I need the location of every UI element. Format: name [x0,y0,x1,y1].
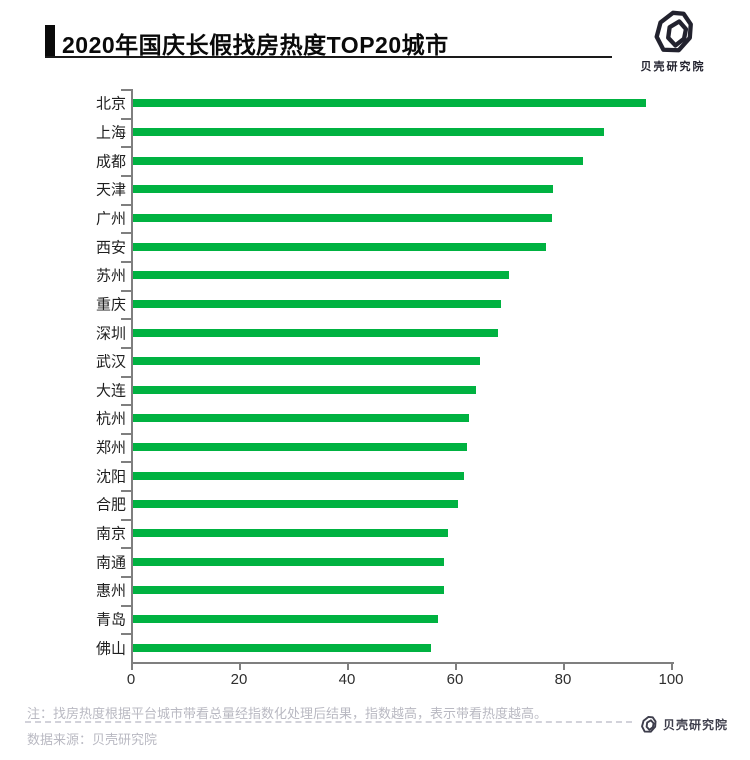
footnote: 注：找房热度根据平台城市带看总量经指数化处理后结果，指数越高，表示带看热度越高。 [27,706,548,721]
category-label: 北京 [95,95,126,113]
category-label: 合肥 [95,496,126,514]
bar [133,271,509,280]
bar [133,156,583,165]
y-axis-tick [121,289,131,292]
bar [133,299,502,308]
bar [133,529,449,538]
y-axis-tick [121,432,131,435]
footer-divider [25,721,632,723]
bar [133,443,468,452]
data-source: 数据来源：贝壳研究院 [27,732,158,747]
bar [133,586,444,595]
bar [133,557,444,566]
x-axis-line [131,662,674,664]
category-label: 南通 [95,554,126,572]
bar [133,643,432,652]
y-axis-tick [121,518,131,521]
category-label: 深圳 [95,325,126,343]
category-label: 重庆 [95,296,126,314]
title-accent-bar [45,25,55,56]
x-axis-tick-label: 0 [126,671,136,688]
category-label: 沈阳 [95,468,126,486]
y-axis-tick [121,174,131,177]
category-label: 南京 [95,525,126,543]
beike-shell-icon-small [641,715,657,733]
x-axis-tick [563,662,565,670]
bar [133,471,464,480]
y-axis-tick [121,604,131,607]
x-axis-tick [671,662,673,670]
x-axis-tick [131,662,133,670]
bar [133,213,552,222]
x-axis-tick-label: 20 [230,671,248,688]
title-underline [45,56,612,58]
bar [133,414,470,423]
brand-logo-bottom: 贝壳研究院 [639,715,728,734]
category-label: 武汉 [95,353,126,371]
brand-logo-top: 贝壳研究院 [633,8,713,74]
bar [133,615,439,624]
bar [133,357,481,366]
x-axis-tick-label: 80 [554,671,572,688]
y-axis-tick [121,260,131,263]
y-axis-tick [121,547,131,550]
x-axis-tick [455,662,457,670]
brand-name-top: 贝壳研究院 [640,61,706,73]
y-axis-tick [121,633,131,636]
y-axis-tick [121,346,131,349]
x-axis-tick [239,662,241,670]
y-axis-tick [121,232,131,235]
category-label: 郑州 [95,439,126,457]
bar [133,99,646,108]
category-label: 成都 [95,153,126,171]
x-axis-tick-label: 60 [446,671,464,688]
category-label: 西安 [95,239,126,257]
y-axis-tick [121,117,131,120]
bar [133,328,498,337]
category-label: 天津 [95,181,126,199]
y-axis-tick [121,89,131,91]
x-axis-tick-label: 40 [338,671,356,688]
y-axis-tick [121,146,131,149]
x-axis-tick [347,662,349,670]
y-axis-tick [121,404,131,407]
bar [133,127,605,136]
bar [133,242,547,251]
category-label: 苏州 [95,267,126,285]
y-axis-tick [121,461,131,464]
category-label: 大连 [95,382,126,400]
brand-name-bottom: 贝壳研究院 [663,718,729,732]
category-label: 杭州 [95,410,126,428]
category-label: 佛山 [95,640,126,658]
bar [133,385,477,394]
category-label: 上海 [95,124,126,142]
bar [133,500,458,509]
y-axis-line [131,89,133,664]
y-axis-tick [121,203,131,206]
page-title: 2020年国庆长假找房热度TOP20城市 [62,32,449,58]
category-label: 广州 [95,210,126,228]
y-axis-tick [121,318,131,321]
category-label: 惠州 [95,582,126,600]
y-axis-tick [121,490,131,493]
x-axis-tick-label: 100 [658,671,684,688]
y-axis-tick [121,576,131,579]
bar [133,185,554,194]
beike-shell-icon [654,10,693,53]
category-label: 青岛 [95,611,126,629]
y-axis-tick [121,375,131,378]
